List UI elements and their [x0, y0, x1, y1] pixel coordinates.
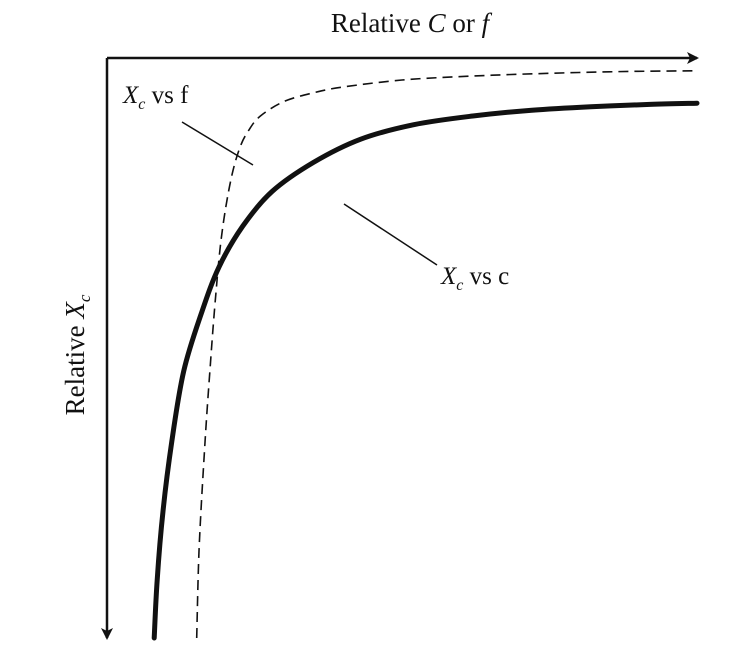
series-line-xc-vs-f: [195, 70, 698, 639]
series-label-xc-vs-c: Xc vs c: [440, 263, 509, 294]
series-label-xc-vs-f: Xc vs f: [122, 82, 189, 113]
series-line-xc-vs-c: [151, 100, 700, 641]
leader-line-xc-vs-c: [343, 203, 438, 266]
x-axis-title: Relative C or f: [331, 8, 493, 38]
leader-line-xc-vs-f: [181, 121, 254, 166]
y-axis-title: Relative Xc: [60, 294, 94, 415]
